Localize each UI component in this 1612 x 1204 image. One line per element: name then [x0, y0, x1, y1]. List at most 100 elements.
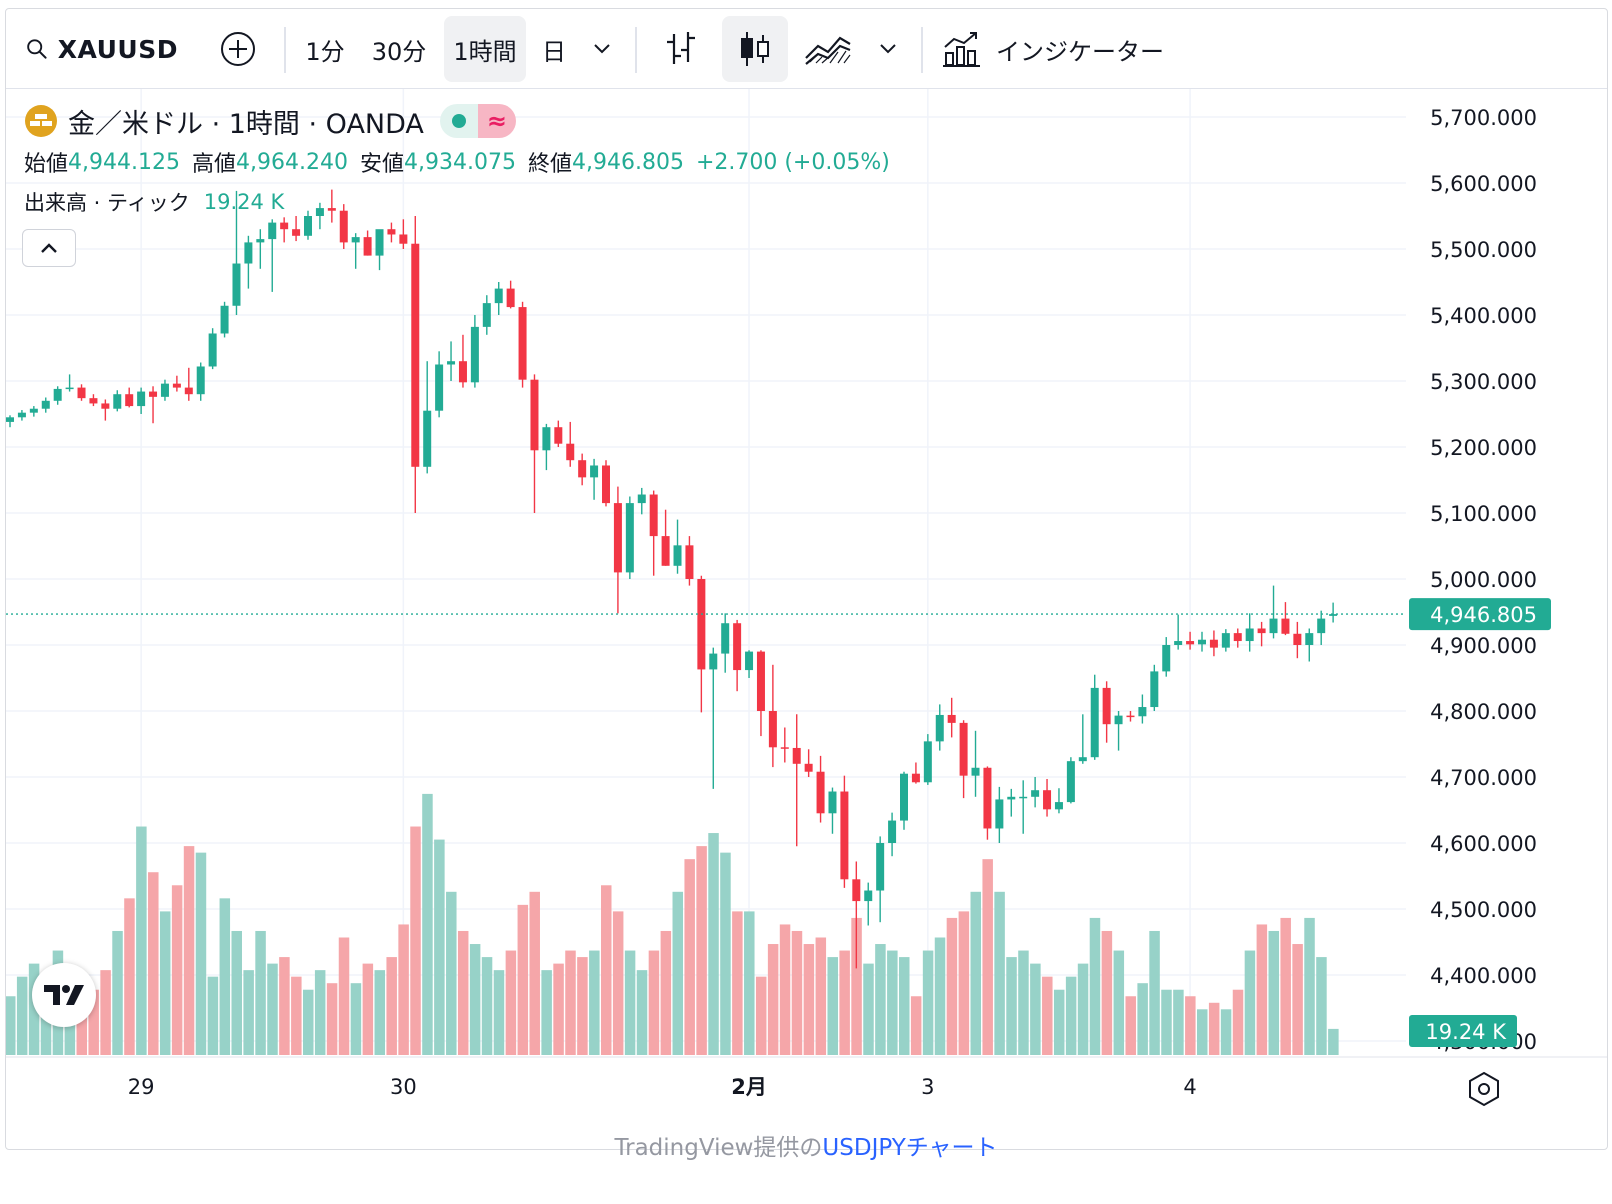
- candle-style-button[interactable]: [722, 16, 788, 82]
- volume-bar: [1244, 950, 1256, 1055]
- candle-body: [578, 460, 587, 478]
- top-toolbar: XAUUSD 1分 30分 1時間 日 インジケーター: [6, 9, 1607, 89]
- volume-bar: [1077, 963, 1089, 1055]
- candle-body: [184, 387, 193, 395]
- toolbar-divider: [284, 27, 286, 73]
- volume-bar: [398, 924, 409, 1055]
- candle-body: [435, 364, 444, 411]
- symbol-search[interactable]: XAUUSD: [18, 16, 178, 82]
- compare-button[interactable]: [211, 16, 265, 82]
- volume-bar: [136, 826, 147, 1055]
- candle-body: [888, 820, 897, 843]
- volume-bar: [1149, 930, 1160, 1055]
- interval-dropdown[interactable]: [582, 16, 622, 82]
- price-tick-label: 4,900.000: [1430, 634, 1537, 658]
- candle-body: [351, 237, 360, 243]
- candle-body: [1305, 633, 1314, 645]
- interval-1h[interactable]: 1時間: [444, 16, 526, 82]
- low-label: 安値: [359, 152, 404, 177]
- symbol-name: XAUUSD: [57, 34, 178, 64]
- volume-bar: [1065, 976, 1077, 1055]
- candle-body: [160, 383, 169, 397]
- candle-body: [482, 303, 491, 327]
- candle-body: [625, 503, 634, 573]
- candle-body: [840, 791, 849, 880]
- candle-body: [399, 234, 408, 244]
- candle-body: [1221, 633, 1230, 648]
- volume-bar: [326, 983, 338, 1055]
- settings-button[interactable]: [1464, 1069, 1504, 1109]
- volume-bar: [744, 911, 755, 1055]
- volume-bar: [1220, 1009, 1232, 1055]
- chart-type-dropdown[interactable]: [868, 16, 908, 82]
- volume-bar: [493, 970, 505, 1055]
- candle-body: [363, 237, 372, 256]
- interval-30m[interactable]: 30分: [371, 37, 427, 66]
- chart-widget: XAUUSD 1分 30分 1時間 日 インジケーター: [5, 8, 1608, 1150]
- time-tick-label: 29: [128, 1075, 155, 1099]
- price-tick-label: 4,400.000: [1430, 964, 1537, 988]
- candle-body: [101, 403, 110, 409]
- last-volume-tag: [1409, 1015, 1517, 1047]
- candle-body: [244, 242, 253, 264]
- volume-bar: [827, 957, 838, 1055]
- candlestick-icon: [741, 32, 769, 66]
- interval-1d[interactable]: 日: [542, 37, 566, 66]
- candle-body: [971, 767, 980, 776]
- candle-body: [1329, 614, 1338, 616]
- volume-bar: [207, 976, 219, 1055]
- candle-body: [1102, 687, 1111, 725]
- volume-bar: [958, 911, 970, 1055]
- volume-bar: [553, 963, 564, 1055]
- market-status-badge[interactable]: ≈: [439, 104, 516, 138]
- price-tick-label: 5,400.000: [1430, 304, 1537, 328]
- volume-bar: [171, 885, 183, 1055]
- candle-series: [6, 189, 1338, 969]
- candle-body: [137, 391, 146, 407]
- tradingview-logo[interactable]: [32, 963, 96, 1027]
- candle-body: [566, 443, 575, 461]
- interval-1m[interactable]: 1分: [305, 37, 345, 66]
- volume-label: 出来高 · ティック: [24, 191, 190, 215]
- volume-bar: [159, 911, 171, 1055]
- add-circle-icon: [221, 32, 255, 66]
- time-axis[interactable]: 29 30 2月 3 4: [128, 1075, 1197, 1099]
- volume-bar: [1232, 989, 1244, 1055]
- candle-body: [65, 387, 74, 390]
- indicators-icon: [943, 32, 980, 67]
- volume-bar: [195, 852, 207, 1055]
- bar-style-button[interactable]: [654, 16, 708, 82]
- collapse-legend-button[interactable]: [22, 229, 76, 267]
- price-tick-label: 5,000.000: [1430, 568, 1537, 592]
- volume-bar: [1173, 989, 1184, 1055]
- candle-body: [89, 398, 98, 404]
- candle-body: [923, 741, 932, 783]
- attribution-text: TradingView提供の: [614, 1135, 823, 1161]
- price-tick-label: 5,700.000: [1430, 106, 1537, 130]
- candle-body: [494, 288, 503, 304]
- candle-body: [1054, 802, 1063, 810]
- area-style-button[interactable]: [798, 16, 858, 82]
- price-chart[interactable]: 5,700.000 5,600.000 5,500.000 5,400.000 5,30…: [6, 9, 1608, 1150]
- volume-bar: [1018, 950, 1029, 1055]
- indicators-button[interactable]: インジケーター: [942, 16, 1192, 82]
- time-tick-label: 2月: [731, 1075, 767, 1099]
- volume-bar: [541, 970, 552, 1055]
- candle-body: [1078, 757, 1087, 762]
- volume-bar: [374, 970, 386, 1055]
- volume-bar: [1053, 989, 1065, 1055]
- volume-bar: [219, 898, 231, 1055]
- volume-bar: [803, 944, 815, 1055]
- price-axis[interactable]: 5,700.000 5,600.000 5,500.000 5,400.000 5,30…: [1409, 106, 1551, 1054]
- candle-body: [947, 714, 956, 723]
- candle-body: [125, 394, 134, 407]
- gold-symbol-icon: [25, 105, 57, 137]
- candle-body: [458, 361, 467, 383]
- volume-bar: [100, 970, 111, 1055]
- volume-bar: [839, 950, 850, 1055]
- candle-body: [1281, 618, 1290, 634]
- candle-body: [1090, 687, 1099, 758]
- candle-body: [1293, 633, 1302, 645]
- candle-body: [1150, 671, 1159, 708]
- attribution-link[interactable]: USDJPYチャート: [822, 1135, 998, 1161]
